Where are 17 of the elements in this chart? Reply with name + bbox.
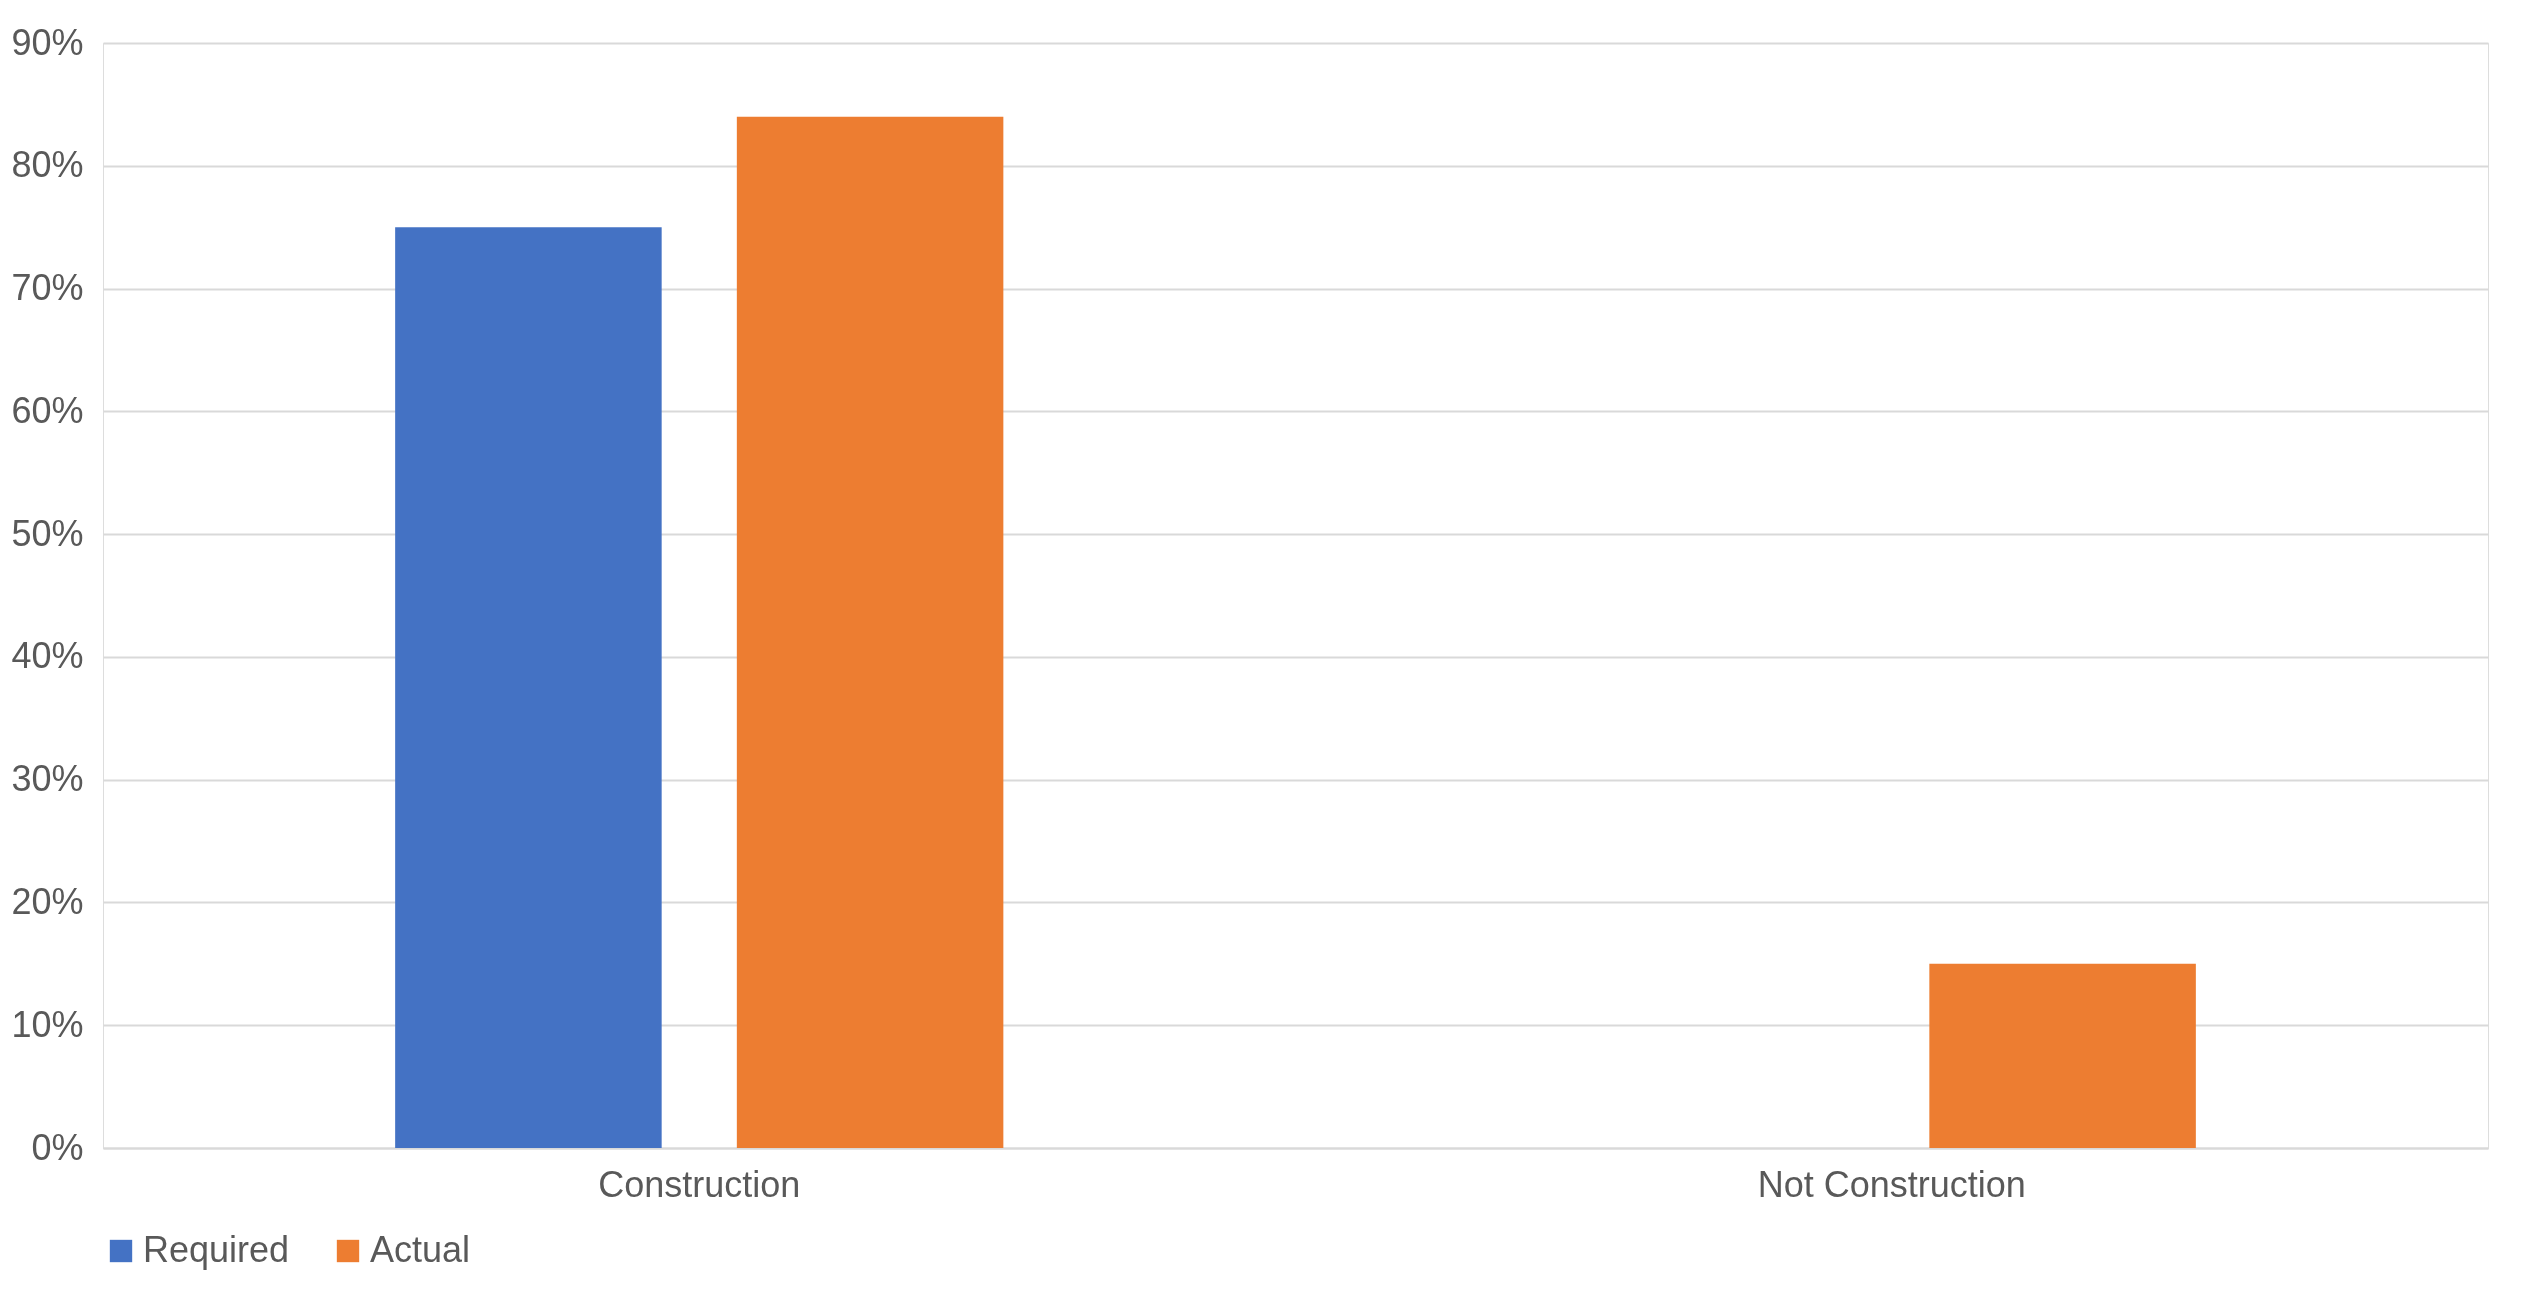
y-tick-label: 50% [11,512,84,554]
bar [736,116,1004,1148]
x-tick-label: Not Construction [1757,1163,2026,1205]
y-tick-label: 0% [31,1126,84,1168]
y-tick-label: 20% [11,880,84,922]
y-tick-label: 70% [11,267,84,309]
legend-label: Required [143,1229,290,1270]
y-tick-label: 90% [11,21,84,63]
y-tick-label: 10% [11,1003,84,1045]
legend-label: Actual [370,1229,471,1270]
y-tick-label: 40% [11,635,84,677]
y-tick-label: 60% [11,389,84,431]
y-tick-label: 80% [11,144,84,186]
x-tick-label: Construction [598,1163,801,1205]
bar [395,227,662,1148]
bar [1929,963,2196,1148]
y-tick-label: 30% [11,758,84,800]
